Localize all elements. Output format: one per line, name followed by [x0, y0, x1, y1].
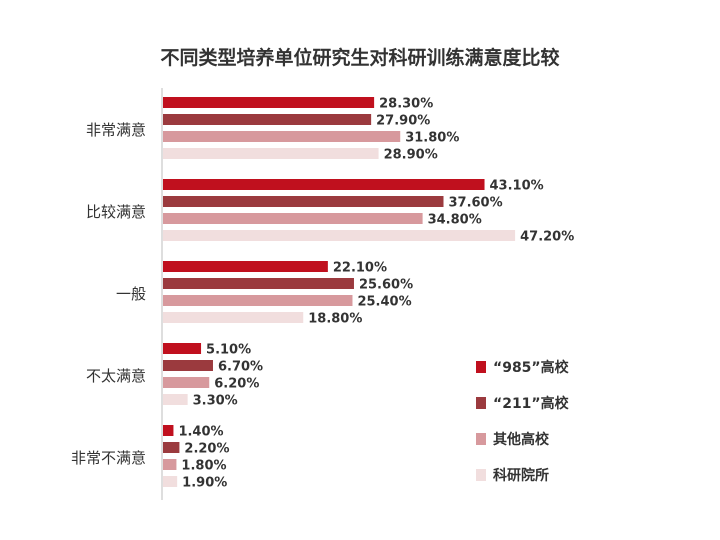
legend-label: 科研院所 [493, 467, 549, 484]
bar [163, 377, 210, 388]
bar [163, 179, 485, 190]
category-label: 一般 [116, 285, 146, 303]
data-label: 3.30% [193, 394, 238, 409]
data-label: 1.90% [182, 476, 227, 491]
category-label: 非常满意 [86, 121, 146, 139]
bar [163, 312, 304, 323]
category-label: 不太满意 [86, 367, 146, 385]
bar [163, 278, 354, 289]
bar [163, 131, 401, 142]
data-label: 6.20% [214, 377, 259, 392]
data-label: 18.80% [308, 312, 362, 327]
data-label: 34.80% [428, 213, 482, 228]
bar [163, 442, 180, 453]
legend-label: 其他高校 [493, 431, 550, 448]
data-label: 1.40% [178, 425, 223, 440]
bar [163, 213, 423, 224]
legend-swatch [476, 469, 486, 481]
data-label: 6.70% [218, 360, 263, 375]
bar [163, 97, 375, 108]
data-label: 2.20% [184, 442, 229, 457]
bar [163, 295, 353, 306]
category-label: 比较满意 [86, 203, 146, 221]
legend-label: “985”高校 [493, 359, 570, 376]
bars-layer [163, 97, 516, 487]
data-label: 43.10% [490, 179, 544, 194]
legend-swatch [476, 397, 486, 409]
bar [163, 360, 213, 371]
data-label: 28.30% [379, 97, 433, 112]
data-label: 37.60% [448, 196, 502, 211]
labels-layer: 非常满意 28.30% 27.90% 31.80% 28.90% 比较满意 43.10% 37… [71, 97, 574, 491]
legend-label: “211”高校 [493, 395, 570, 412]
data-label: 31.80% [405, 131, 459, 146]
bar [163, 261, 328, 272]
bar [163, 114, 372, 125]
bar [163, 394, 188, 405]
bar [163, 196, 444, 207]
data-label: 25.40% [357, 295, 411, 310]
data-label: 47.20% [520, 230, 574, 245]
data-label: 5.10% [206, 343, 251, 358]
data-label: 27.90% [376, 114, 430, 129]
bar [163, 343, 202, 354]
legend-swatch [476, 361, 486, 373]
chart-title: 不同类型培养单位研究生对科研训练满意度比较 [160, 46, 559, 69]
data-label: 25.60% [359, 278, 413, 293]
bar [163, 425, 174, 436]
bar [163, 148, 379, 159]
legend-swatch [476, 433, 486, 445]
data-label: 22.10% [333, 261, 387, 276]
bar [163, 459, 177, 470]
category-label: 非常不满意 [71, 449, 146, 467]
data-label: 28.90% [384, 148, 438, 163]
bar [163, 476, 178, 487]
data-label: 1.80% [181, 459, 226, 474]
bar [163, 230, 516, 241]
